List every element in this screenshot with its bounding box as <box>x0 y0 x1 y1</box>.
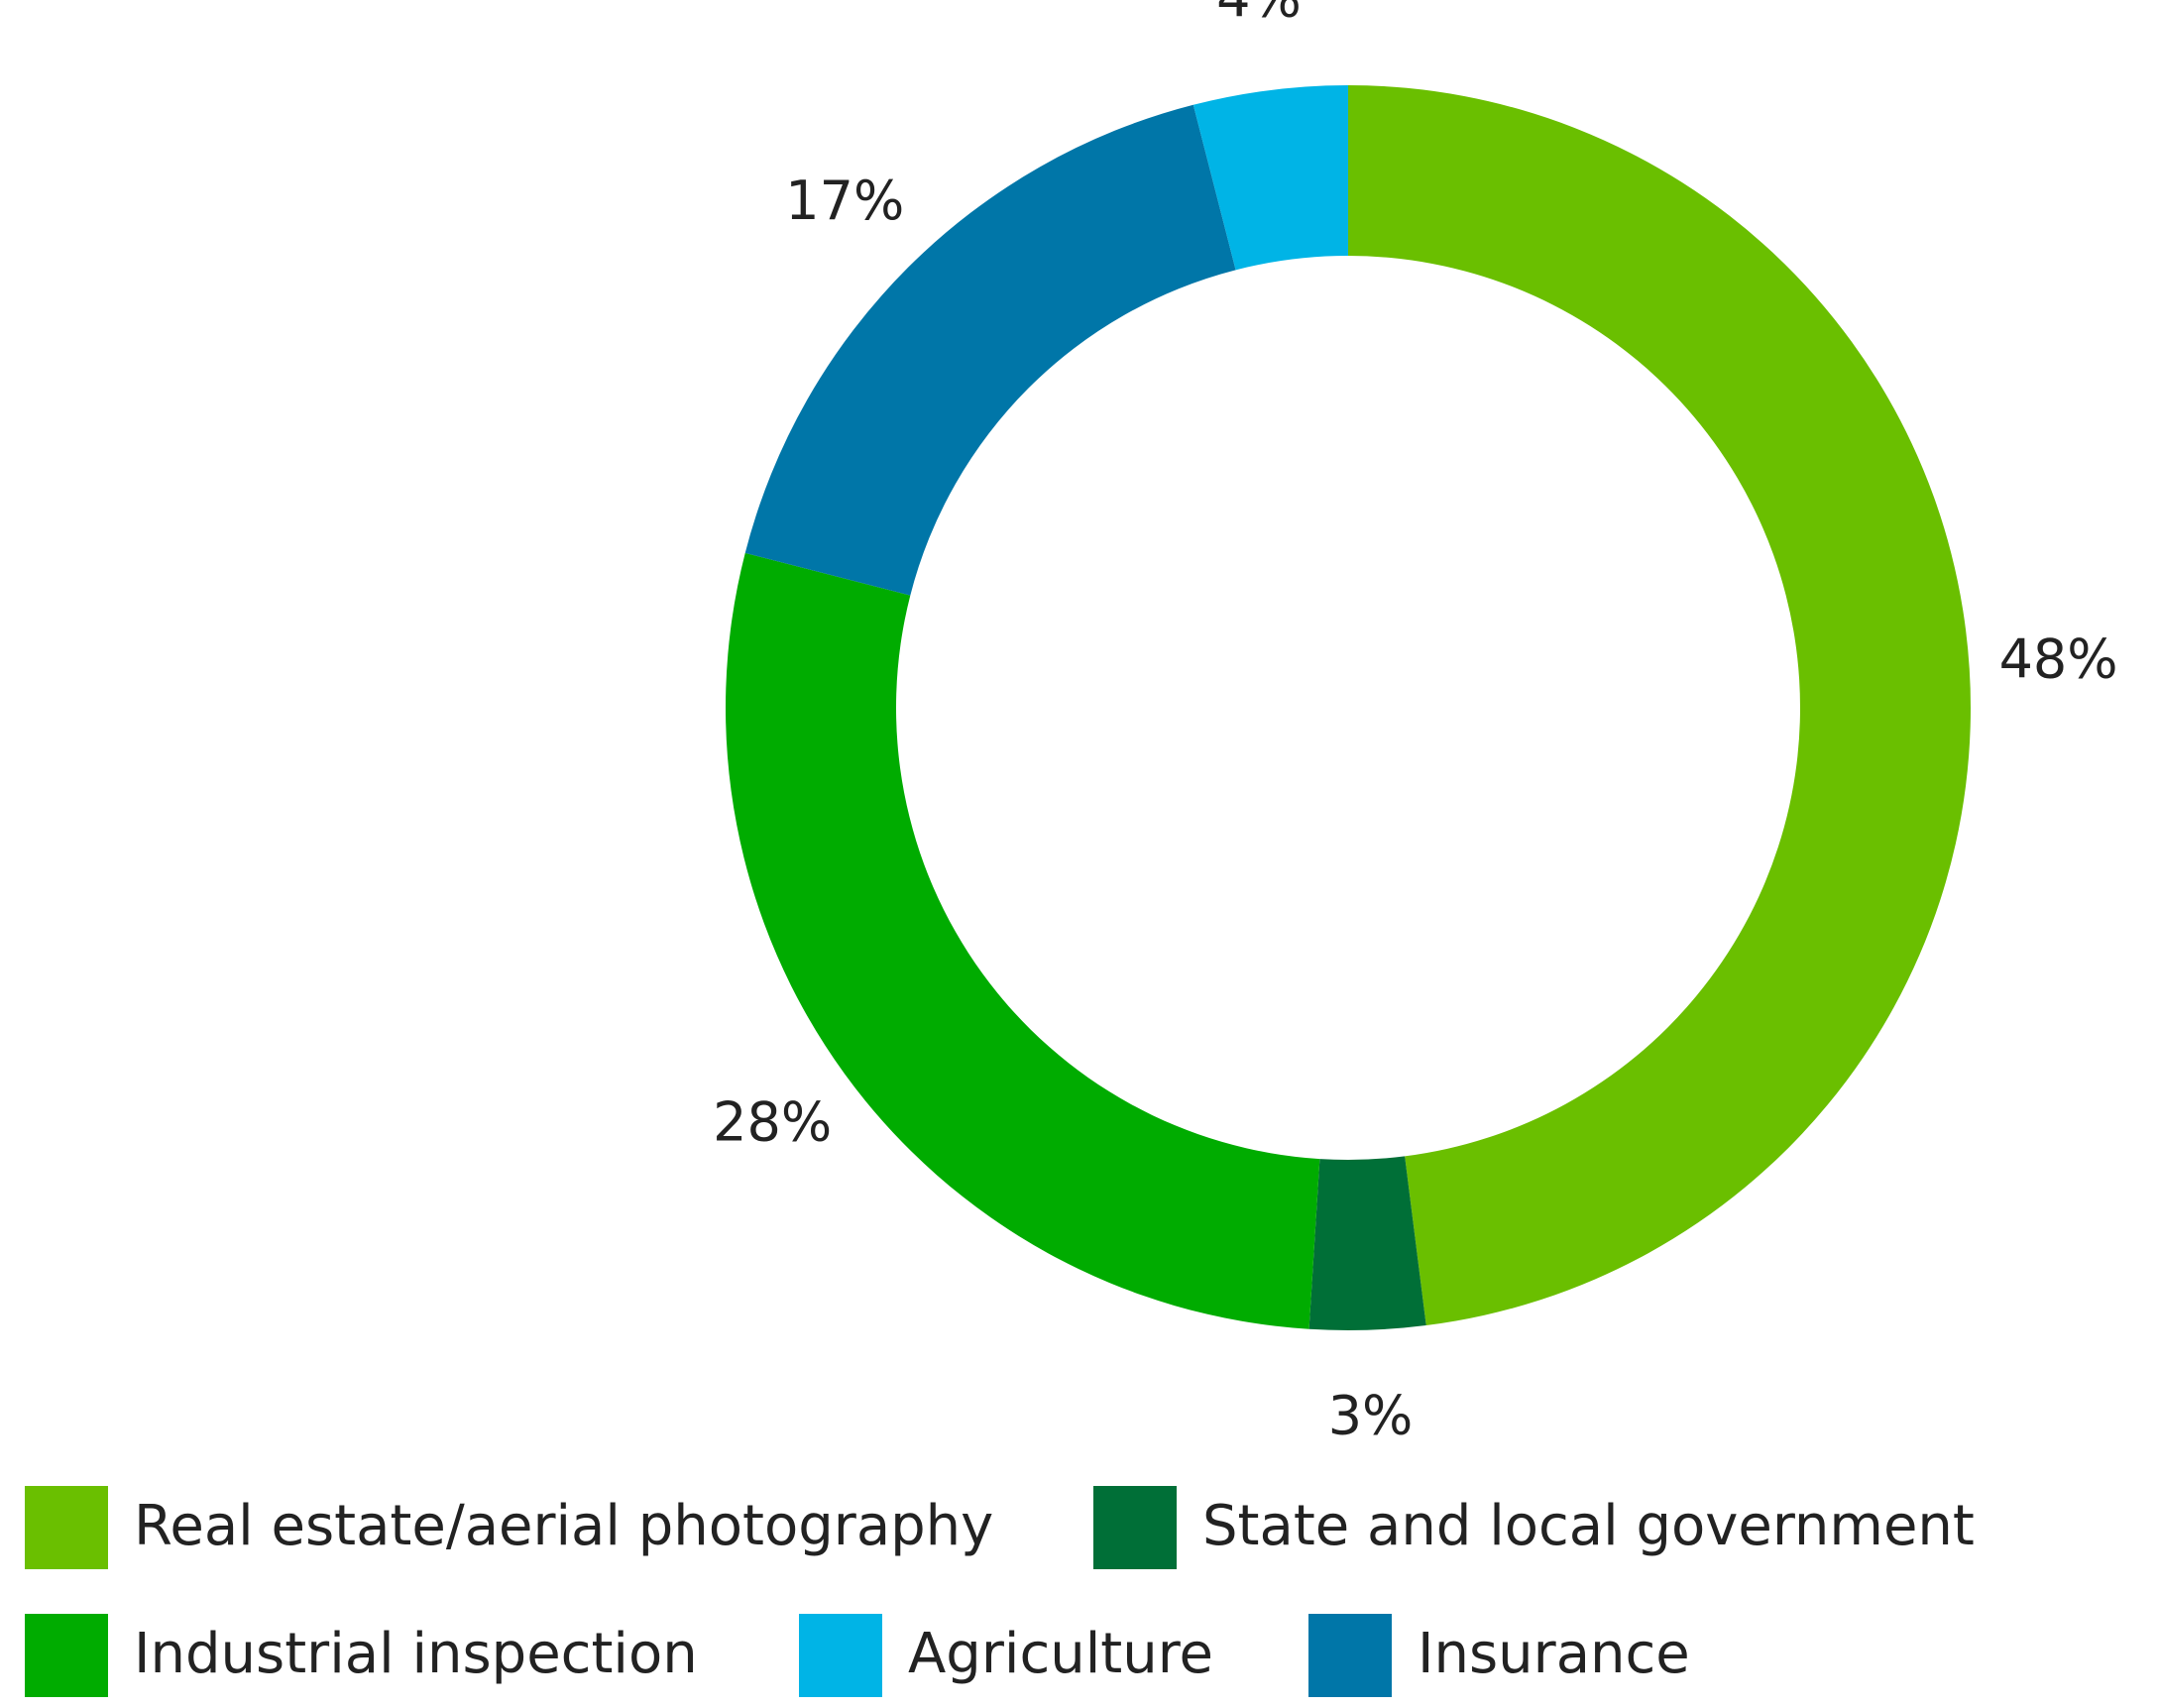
legend-swatch <box>25 1486 108 1569</box>
legend-label: Industrial inspection <box>134 1622 698 1686</box>
donut-segment <box>1192 85 1348 271</box>
legend-label: Insurance <box>1418 1622 1690 1686</box>
donut-segment <box>725 552 1320 1329</box>
legend-label: State and local government <box>1202 1494 1975 1558</box>
donut-segment <box>744 104 1236 596</box>
legend-swatch <box>799 1614 882 1697</box>
donut-segment <box>1308 1156 1426 1330</box>
legend-swatch <box>25 1614 108 1697</box>
value-label: 28% <box>713 1091 832 1154</box>
donut-segment <box>1348 85 1972 1326</box>
value-label: 3% <box>1328 1384 1414 1446</box>
legend-swatch <box>1308 1614 1392 1697</box>
value-label: 17% <box>785 170 904 232</box>
legend-swatch <box>1093 1486 1177 1569</box>
legend-label: Agriculture <box>908 1622 1213 1686</box>
value-label: 4% <box>1216 0 1302 29</box>
value-label: 48% <box>1999 628 2118 691</box>
legend-label: Real estate/aerial photography <box>134 1494 993 1558</box>
